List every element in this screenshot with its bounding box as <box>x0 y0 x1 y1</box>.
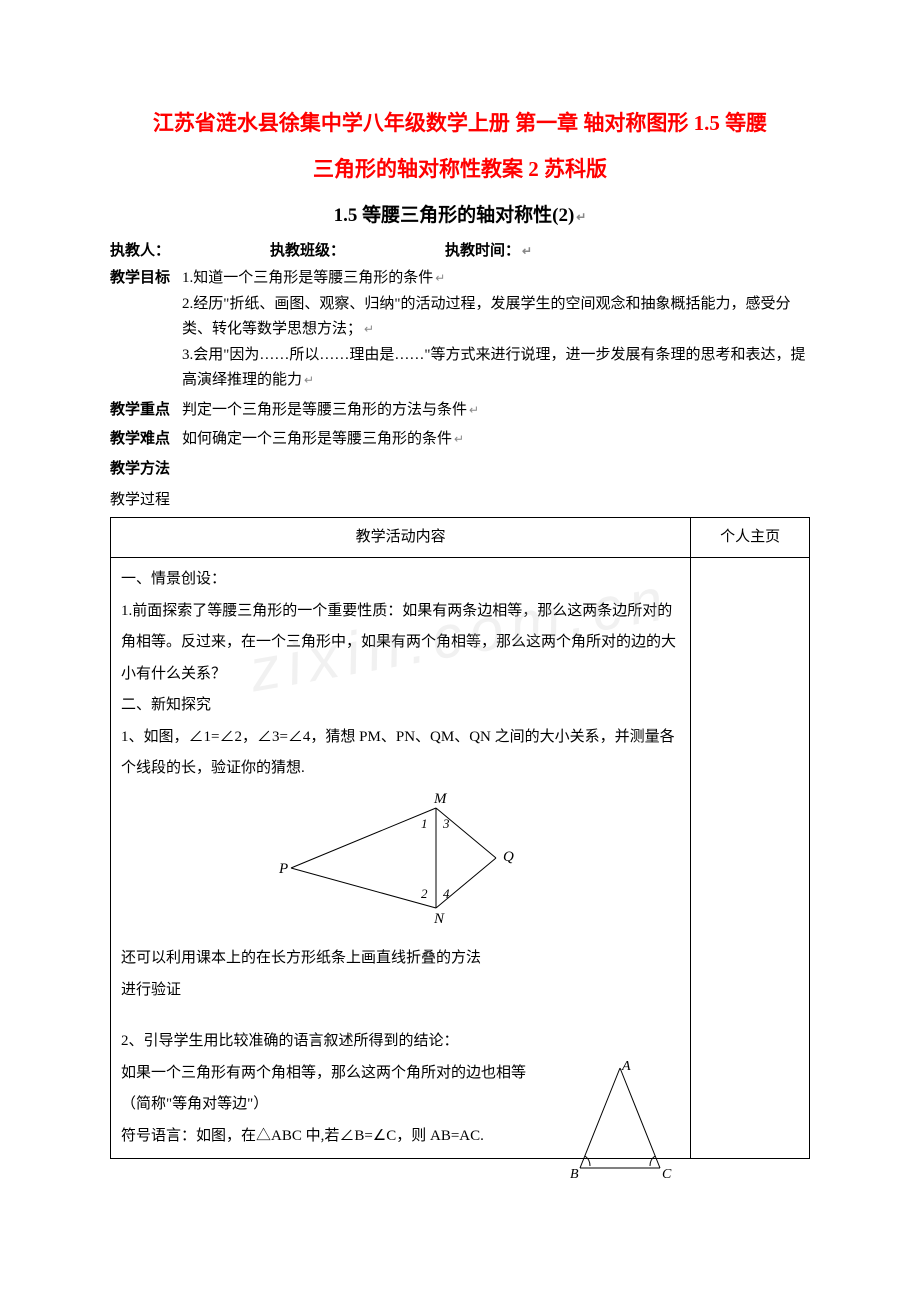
sec1-title: 一、情景创设： <box>121 564 680 596</box>
sec2-p4: 2、引导学生用比较准确的语言叙述所得到的结论： <box>121 1026 680 1058</box>
label-3: 3 <box>442 816 450 831</box>
difficulty-row: 教学难点 如何确定一个三角形是等腰三角形的条件↵ <box>110 427 810 453</box>
sec2-p3: 进行验证 <box>121 975 680 1007</box>
sec2-title: 二、新知探究 <box>121 690 680 722</box>
arc-b <box>585 1156 590 1166</box>
keypoint-label: 教学重点 <box>110 398 182 424</box>
header-main: 教学活动内容 <box>111 517 691 558</box>
page-subtitle: 1.5 等腰三角形的轴对称性(2)↵ <box>110 200 810 227</box>
diagram1-svg: M N P Q 1 3 2 4 <box>261 793 541 923</box>
diagram2-svg: A B C <box>560 1058 680 1178</box>
goals-content: 1.知道一个三角形是等腰三角形的条件↵ 2.经历"折纸、画图、观察、归纳"的活动… <box>182 266 810 394</box>
label-q: Q <box>503 849 514 865</box>
table-body-row: 一、情景创设： 1.前面探索了等腰三角形的一个重要性质：如果有两条边相等，那么这… <box>111 558 810 1159</box>
method-label: 教学方法 <box>110 457 182 478</box>
sec2-p6: 符号语言：如图，在△ABC 中,若∠B=∠C，则 AB=AC. <box>121 1121 550 1153</box>
line-ab <box>580 1068 620 1168</box>
goal-item-1: 1.知道一个三角形是等腰三角形的条件↵ <box>182 266 810 292</box>
keypoint-row: 教学重点 判定一个三角形是等腰三角形的方法与条件↵ <box>110 398 810 424</box>
para-with-diagram: 如果一个三角形有两个角相等，那么这两个角所对的边也相等（简称"等角对等边"） 符… <box>121 1058 680 1153</box>
time-label: 执教时间：↵ <box>445 239 532 260</box>
page-title-line1: 江苏省涟水县徐集中学八年级数学上册 第一章 轴对称图形 1.5 等腰 <box>110 100 810 146</box>
label-n: N <box>433 911 445 923</box>
sec2-p2: 还可以利用课本上的在长方形纸条上画直线折叠的方法 <box>121 943 680 975</box>
arc-c <box>650 1156 655 1166</box>
label-p: P <box>278 861 288 877</box>
class-label: 执教班级： <box>270 239 345 260</box>
label-m: M <box>433 793 448 807</box>
main-content-cell: 一、情景创设： 1.前面探索了等腰三角形的一个重要性质：如果有两条边相等，那么这… <box>111 558 691 1159</box>
table-header-row: 教学活动内容 个人主页 <box>111 517 810 558</box>
goal-item-3: 3.会用"因为……所以……理由是……"等方式来进行说理，进一步发展有条理的思考和… <box>182 343 810 394</box>
label-2: 2 <box>421 886 428 901</box>
method-row: 教学方法 <box>110 457 810 478</box>
line-ac <box>620 1068 660 1168</box>
goal-item-2: 2.经历"折纸、画图、观察、归纳"的活动过程，发展学生的空间观念和抽象概括能力，… <box>182 292 810 343</box>
return-icon: ↵ <box>576 210 586 224</box>
line-pm <box>291 808 436 868</box>
sec1-p1: 1.前面探索了等腰三角形的一个重要性质：如果有两条边相等，那么这两条边所对的角相… <box>121 596 680 691</box>
teacher-label: 执教人： <box>110 239 170 260</box>
difficulty-label: 教学难点 <box>110 427 182 453</box>
side-content-cell <box>691 558 810 1159</box>
label-c: C <box>662 1167 672 1178</box>
sec2-p1: 1、如图，∠1=∠2，∠3=∠4，猜想 PM、PN、QM、QN 之间的大小关系，… <box>121 722 680 785</box>
diagram1-container: M N P Q 1 3 2 4 <box>121 793 680 936</box>
page-title-line2: 三角形的轴对称性教案 2 苏科版 <box>110 146 810 192</box>
goals-label: 教学目标 <box>110 266 182 394</box>
label-1: 1 <box>421 816 428 831</box>
process-label: 教学过程 <box>110 488 810 509</box>
header-side: 个人主页 <box>691 517 810 558</box>
label-b: B <box>570 1167 579 1178</box>
content-table: 教学活动内容 个人主页 一、情景创设： 1.前面探索了等腰三角形的一个重要性质：… <box>110 517 810 1160</box>
spacer <box>121 1006 680 1026</box>
label-4: 4 <box>443 886 450 901</box>
goals-row: 教学目标 1.知道一个三角形是等腰三角形的条件↵ 2.经历"折纸、画图、观察、归… <box>110 266 810 394</box>
difficulty-content: 如何确定一个三角形是等腰三角形的条件↵ <box>182 427 810 453</box>
line-pn <box>291 868 436 908</box>
keypoint-content: 判定一个三角形是等腰三角形的方法与条件↵ <box>182 398 810 424</box>
meta-row-inline: 执教人： 执教班级： 执教时间：↵ <box>110 239 810 260</box>
sec2-p5: 如果一个三角形有两个角相等，那么这两个角所对的边也相等（简称"等角对等边"） <box>121 1058 550 1121</box>
label-a: A <box>621 1059 631 1074</box>
